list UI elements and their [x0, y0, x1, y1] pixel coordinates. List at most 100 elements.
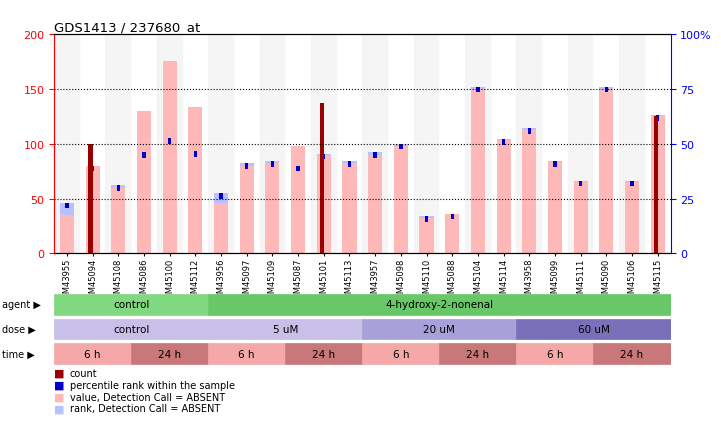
Bar — [516, 319, 671, 339]
Text: percentile rank within the sample: percentile rank within the sample — [70, 380, 235, 390]
Text: 5 uM: 5 uM — [273, 324, 298, 334]
Bar — [497, 140, 510, 141]
Bar — [286, 35, 311, 254]
Bar — [502, 140, 505, 145]
Bar — [425, 217, 428, 222]
Bar — [579, 181, 583, 187]
Bar — [630, 181, 634, 187]
Text: 4-hydroxy-2-nonenal: 4-hydroxy-2-nonenal — [385, 299, 493, 309]
Bar — [168, 139, 172, 144]
Text: count: count — [70, 368, 97, 378]
Bar — [362, 35, 388, 254]
Bar — [497, 141, 510, 254]
Text: 20 uM: 20 uM — [423, 324, 455, 334]
Bar — [245, 164, 249, 170]
Bar — [399, 144, 402, 150]
Bar — [208, 35, 234, 254]
Bar — [286, 344, 362, 364]
Bar — [208, 294, 671, 315]
Bar — [182, 35, 208, 254]
Text: ■: ■ — [54, 368, 65, 378]
Bar — [522, 131, 536, 254]
Bar — [528, 129, 531, 135]
Text: agent ▶: agent ▶ — [2, 299, 41, 309]
Bar — [111, 188, 125, 254]
Bar — [420, 219, 433, 254]
Bar — [188, 108, 203, 254]
Bar — [111, 186, 125, 188]
Bar — [439, 35, 465, 254]
Bar — [645, 35, 671, 254]
Text: 24 h: 24 h — [621, 349, 644, 359]
Bar — [451, 214, 454, 220]
Bar — [214, 204, 228, 254]
Text: ■: ■ — [54, 380, 65, 390]
Bar — [619, 35, 645, 254]
Text: control: control — [113, 299, 149, 309]
Bar — [348, 162, 351, 168]
Bar — [394, 144, 408, 147]
Bar — [156, 35, 182, 254]
Bar — [362, 319, 516, 339]
Bar — [265, 162, 280, 164]
Bar — [593, 35, 619, 254]
Bar — [471, 87, 485, 89]
Bar — [131, 344, 208, 364]
Bar — [54, 35, 80, 254]
Bar — [342, 162, 356, 164]
Bar — [548, 162, 562, 163]
Bar — [54, 344, 131, 364]
Text: 24 h: 24 h — [158, 349, 181, 359]
Bar — [80, 35, 105, 254]
Text: ■: ■ — [54, 392, 65, 401]
Bar — [239, 164, 254, 166]
Bar — [137, 112, 151, 254]
Bar — [105, 35, 131, 254]
Text: 6 h: 6 h — [392, 349, 409, 359]
Bar — [599, 89, 614, 254]
Bar — [260, 35, 286, 254]
Bar — [362, 344, 439, 364]
Bar — [131, 35, 156, 254]
Bar — [368, 153, 382, 155]
Bar — [270, 162, 274, 168]
Text: rank, Detection Call = ABSENT: rank, Detection Call = ABSENT — [70, 404, 220, 413]
Bar — [194, 152, 197, 158]
Text: GDS1413 / 237680_at: GDS1413 / 237680_at — [54, 20, 200, 33]
Bar — [234, 35, 260, 254]
Bar — [656, 116, 660, 121]
Bar — [311, 35, 337, 254]
Bar — [163, 62, 177, 254]
Bar — [208, 344, 286, 364]
Bar — [54, 294, 208, 315]
Bar — [605, 87, 608, 93]
Bar — [117, 186, 120, 191]
Text: 24 h: 24 h — [466, 349, 490, 359]
Text: value, Detection Call = ABSENT: value, Detection Call = ABSENT — [70, 392, 225, 401]
Text: 6 h: 6 h — [84, 349, 101, 359]
Bar — [317, 154, 331, 155]
Bar — [599, 87, 614, 89]
Bar — [445, 214, 459, 254]
Bar — [548, 163, 562, 254]
Bar — [567, 35, 593, 254]
Bar — [60, 204, 74, 216]
Text: time ▶: time ▶ — [2, 349, 35, 359]
Bar — [219, 194, 223, 199]
Bar — [265, 164, 280, 254]
Bar — [239, 166, 254, 254]
Bar — [65, 204, 68, 209]
Bar — [491, 35, 516, 254]
Bar — [542, 35, 567, 254]
Bar — [142, 153, 146, 158]
Bar — [439, 344, 516, 364]
Bar — [373, 153, 377, 158]
Bar — [593, 344, 671, 364]
Bar — [471, 89, 485, 254]
Bar — [522, 129, 536, 131]
Bar — [420, 217, 433, 219]
Bar — [342, 164, 356, 254]
Bar — [476, 87, 479, 93]
Bar — [291, 147, 305, 254]
Bar — [60, 216, 74, 254]
